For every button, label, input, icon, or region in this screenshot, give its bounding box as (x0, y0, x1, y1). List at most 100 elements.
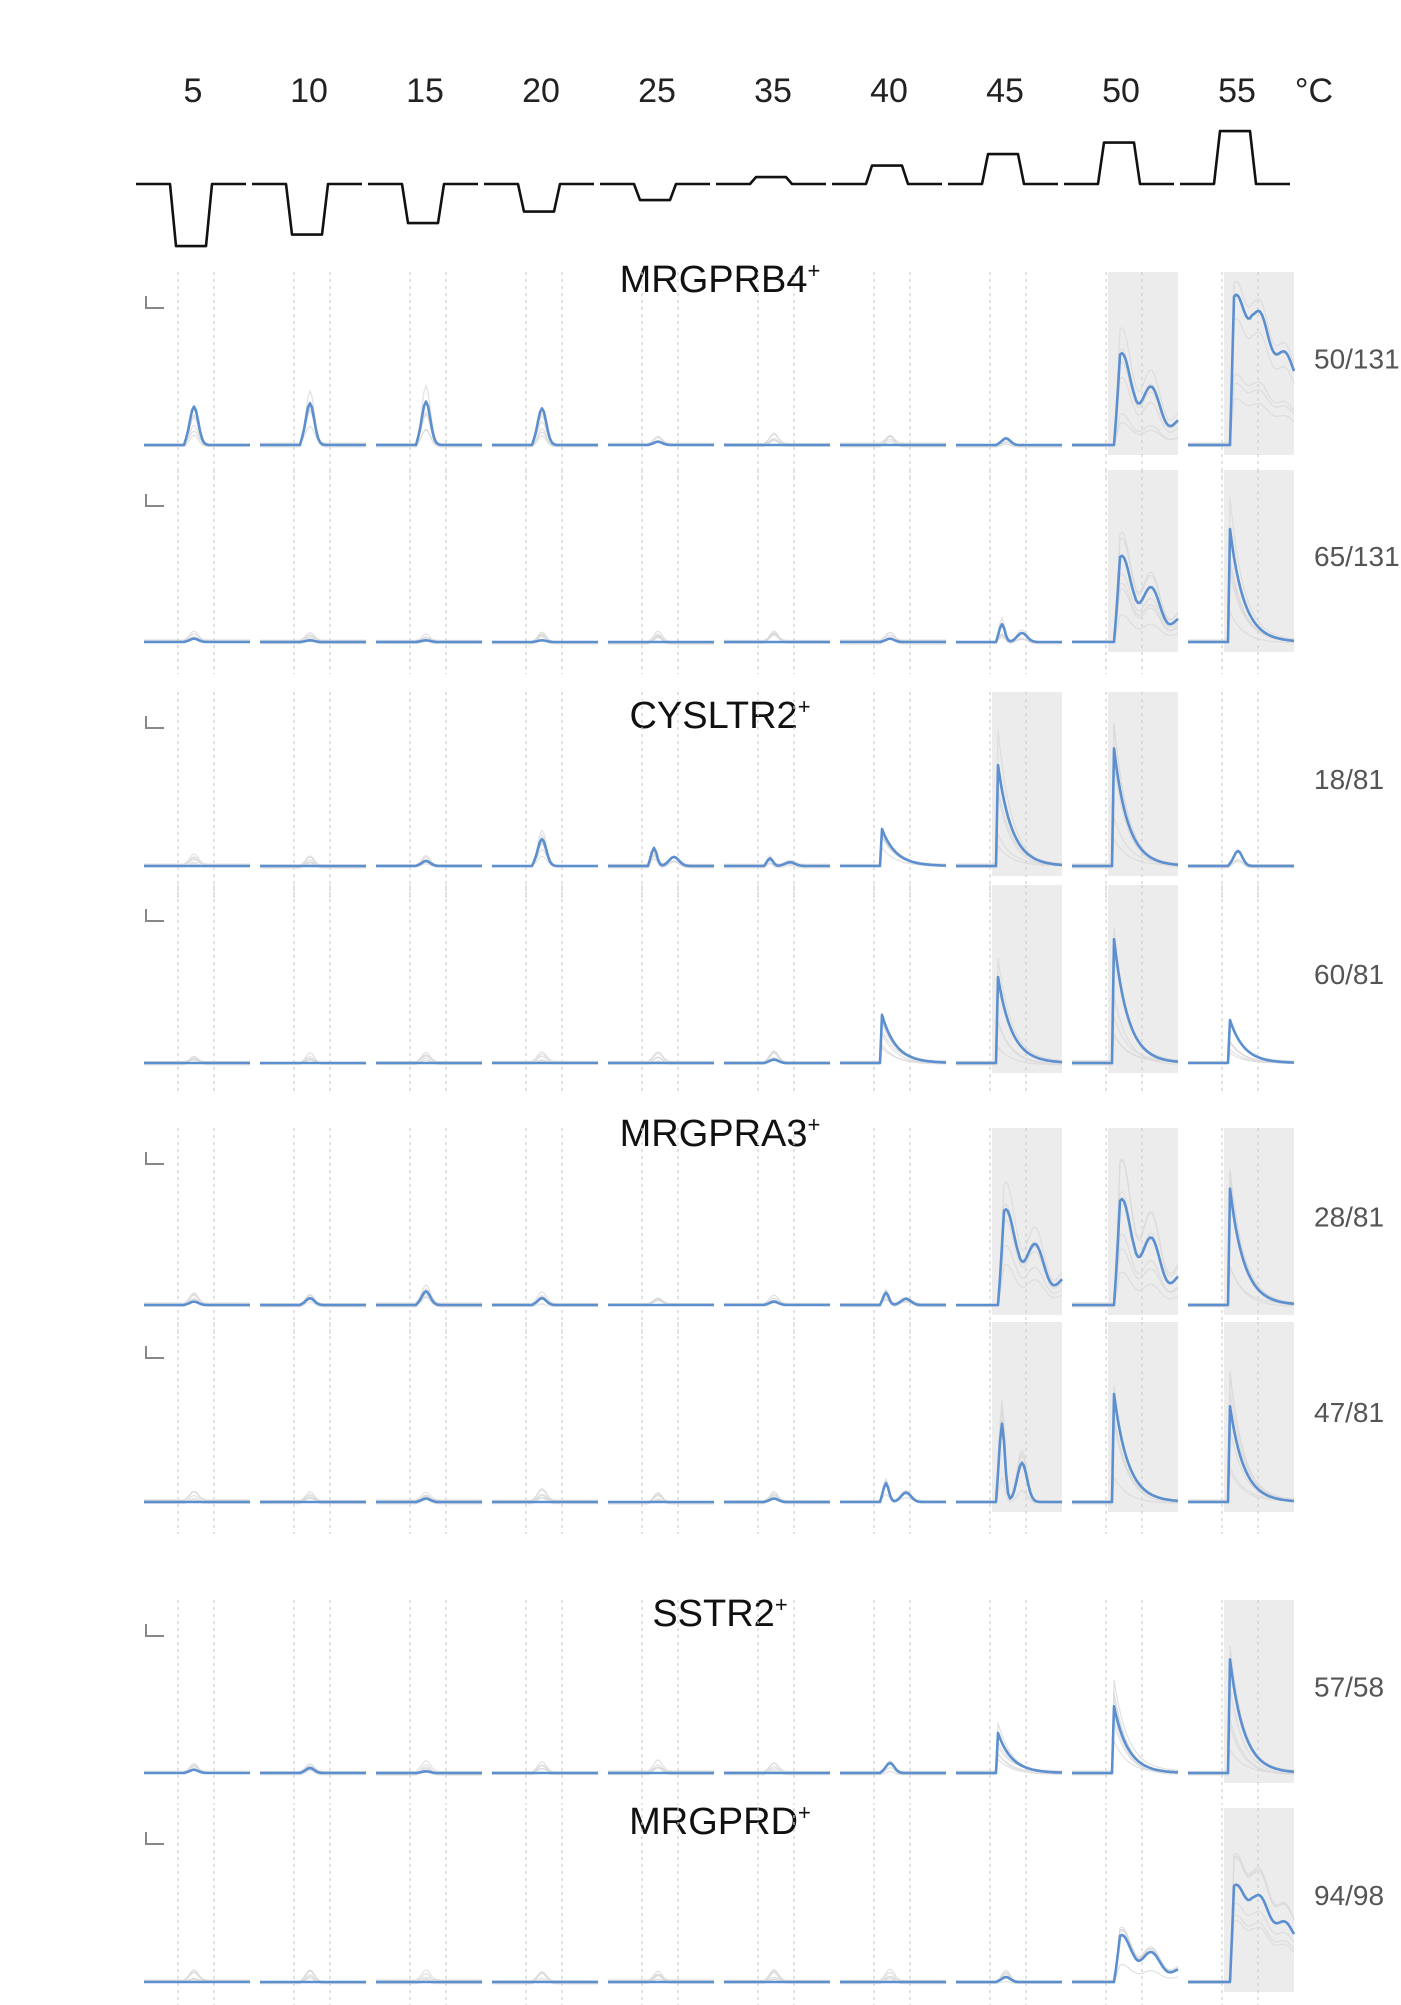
mean-trace (492, 407, 598, 447)
mean-trace (1072, 1197, 1179, 1307)
mean-trace (144, 1768, 250, 1775)
individual-trace (492, 427, 598, 448)
stimulus-protocol (136, 129, 1290, 248)
individual-trace (492, 855, 598, 867)
mean-trace (1188, 1018, 1295, 1065)
individual-trace (376, 1976, 482, 1981)
individual-trace (144, 1766, 250, 1772)
group-title: SSTR2+ (652, 1592, 787, 1635)
response-row: 47/81 (144, 1322, 1384, 1534)
response-row: 18/81 (144, 692, 1384, 898)
mean-trace (1188, 849, 1294, 868)
mean-trace (956, 622, 1062, 644)
individual-trace (724, 1495, 830, 1502)
mean-trace (1188, 527, 1295, 644)
mean-trace (260, 402, 366, 447)
stimulus-step (832, 164, 942, 186)
mean-trace (144, 1300, 250, 1307)
mean-trace (724, 857, 830, 868)
responder-count: 60/81 (1314, 959, 1384, 990)
response-row: 60/81 (144, 885, 1384, 1095)
temperature-label: 50 (1102, 72, 1140, 110)
individual-trace (492, 1051, 598, 1062)
individual-trace (492, 1496, 598, 1505)
group-title: CYSLTR2+ (629, 694, 810, 737)
group-title: MRGPRA3+ (620, 1112, 821, 1155)
mean-trace (260, 1766, 366, 1775)
temperature-label: 25 (638, 72, 676, 110)
individual-trace (1072, 1692, 1179, 1776)
group-mrgprb4: MRGPRB4+ 50/131 65/131 (144, 258, 1400, 674)
individual-trace (376, 1760, 482, 1773)
individual-trace (840, 1968, 946, 1981)
mean-trace (724, 1497, 830, 1504)
individual-trace (376, 1057, 482, 1066)
mean-trace (376, 1497, 482, 1504)
mean-trace (144, 405, 250, 447)
scale-bar (145, 716, 164, 729)
individual-trace (724, 432, 830, 445)
mean-trace (840, 1013, 947, 1065)
stimulus-step (1064, 141, 1174, 186)
individual-trace (840, 435, 946, 444)
stimulus-step (368, 182, 478, 225)
individual-trace (376, 428, 482, 448)
individual-trace (840, 634, 946, 641)
individual-trace (492, 1764, 598, 1773)
temperature-label: 10 (290, 72, 328, 110)
group-title-superscript: + (798, 694, 811, 719)
individual-trace (260, 1301, 366, 1308)
individual-trace (1188, 861, 1294, 866)
group-title: MRGPRD+ (629, 1800, 811, 1843)
response-shading (1224, 1808, 1294, 1992)
individual-trace (1188, 1919, 1295, 1984)
individual-trace (260, 859, 366, 869)
mean-trace (840, 1291, 946, 1307)
response-row: 94/98 (144, 1808, 1384, 2005)
individual-trace (724, 433, 830, 445)
temperature-label: 45 (986, 72, 1024, 110)
individual-trace (260, 1975, 366, 1984)
scale-bar (145, 1832, 164, 1845)
group-title-superscript: + (798, 1800, 811, 1825)
mean-trace (956, 1422, 1062, 1504)
response-shading (992, 692, 1062, 876)
individual-trace (956, 1752, 1062, 1776)
scale-bar (145, 909, 164, 922)
individual-trace (492, 1972, 598, 1985)
individual-trace (956, 1722, 1063, 1774)
individual-trace (724, 439, 830, 447)
individual-trace (840, 1027, 946, 1062)
stimulus-step (600, 182, 710, 202)
mean-trace (956, 1975, 1062, 1984)
individual-trace (1072, 995, 1179, 1066)
individual-trace (492, 1291, 598, 1305)
individual-trace (608, 850, 714, 865)
temperature-unit-label: °C (1295, 72, 1333, 110)
responder-count: 47/81 (1314, 1397, 1384, 1428)
response-shading (1108, 1322, 1178, 1512)
individual-trace (840, 833, 947, 865)
individual-trace (608, 852, 714, 869)
scale-bar (145, 494, 164, 507)
mean-trace (956, 1731, 1063, 1775)
mean-trace (376, 1290, 482, 1307)
individual-trace (840, 1976, 946, 1985)
individual-trace (1072, 1248, 1179, 1304)
mean-trace (840, 827, 946, 868)
individual-trace (724, 857, 830, 865)
individual-trace (1072, 1032, 1178, 1062)
mean-trace (956, 763, 1063, 868)
individual-trace (840, 1031, 946, 1065)
mean-trace (1188, 1883, 1296, 1984)
mean-trace (1072, 351, 1179, 447)
individual-trace (724, 1762, 830, 1773)
individual-trace (376, 1494, 482, 1505)
mean-trace (376, 639, 482, 644)
scale-bar (145, 1346, 164, 1359)
individual-trace (260, 1769, 366, 1776)
group-mrgpra3: MRGPRA3+ 28/81 47/81 (144, 1112, 1384, 1534)
individual-trace (1072, 1679, 1179, 1772)
individual-trace (956, 632, 1062, 645)
